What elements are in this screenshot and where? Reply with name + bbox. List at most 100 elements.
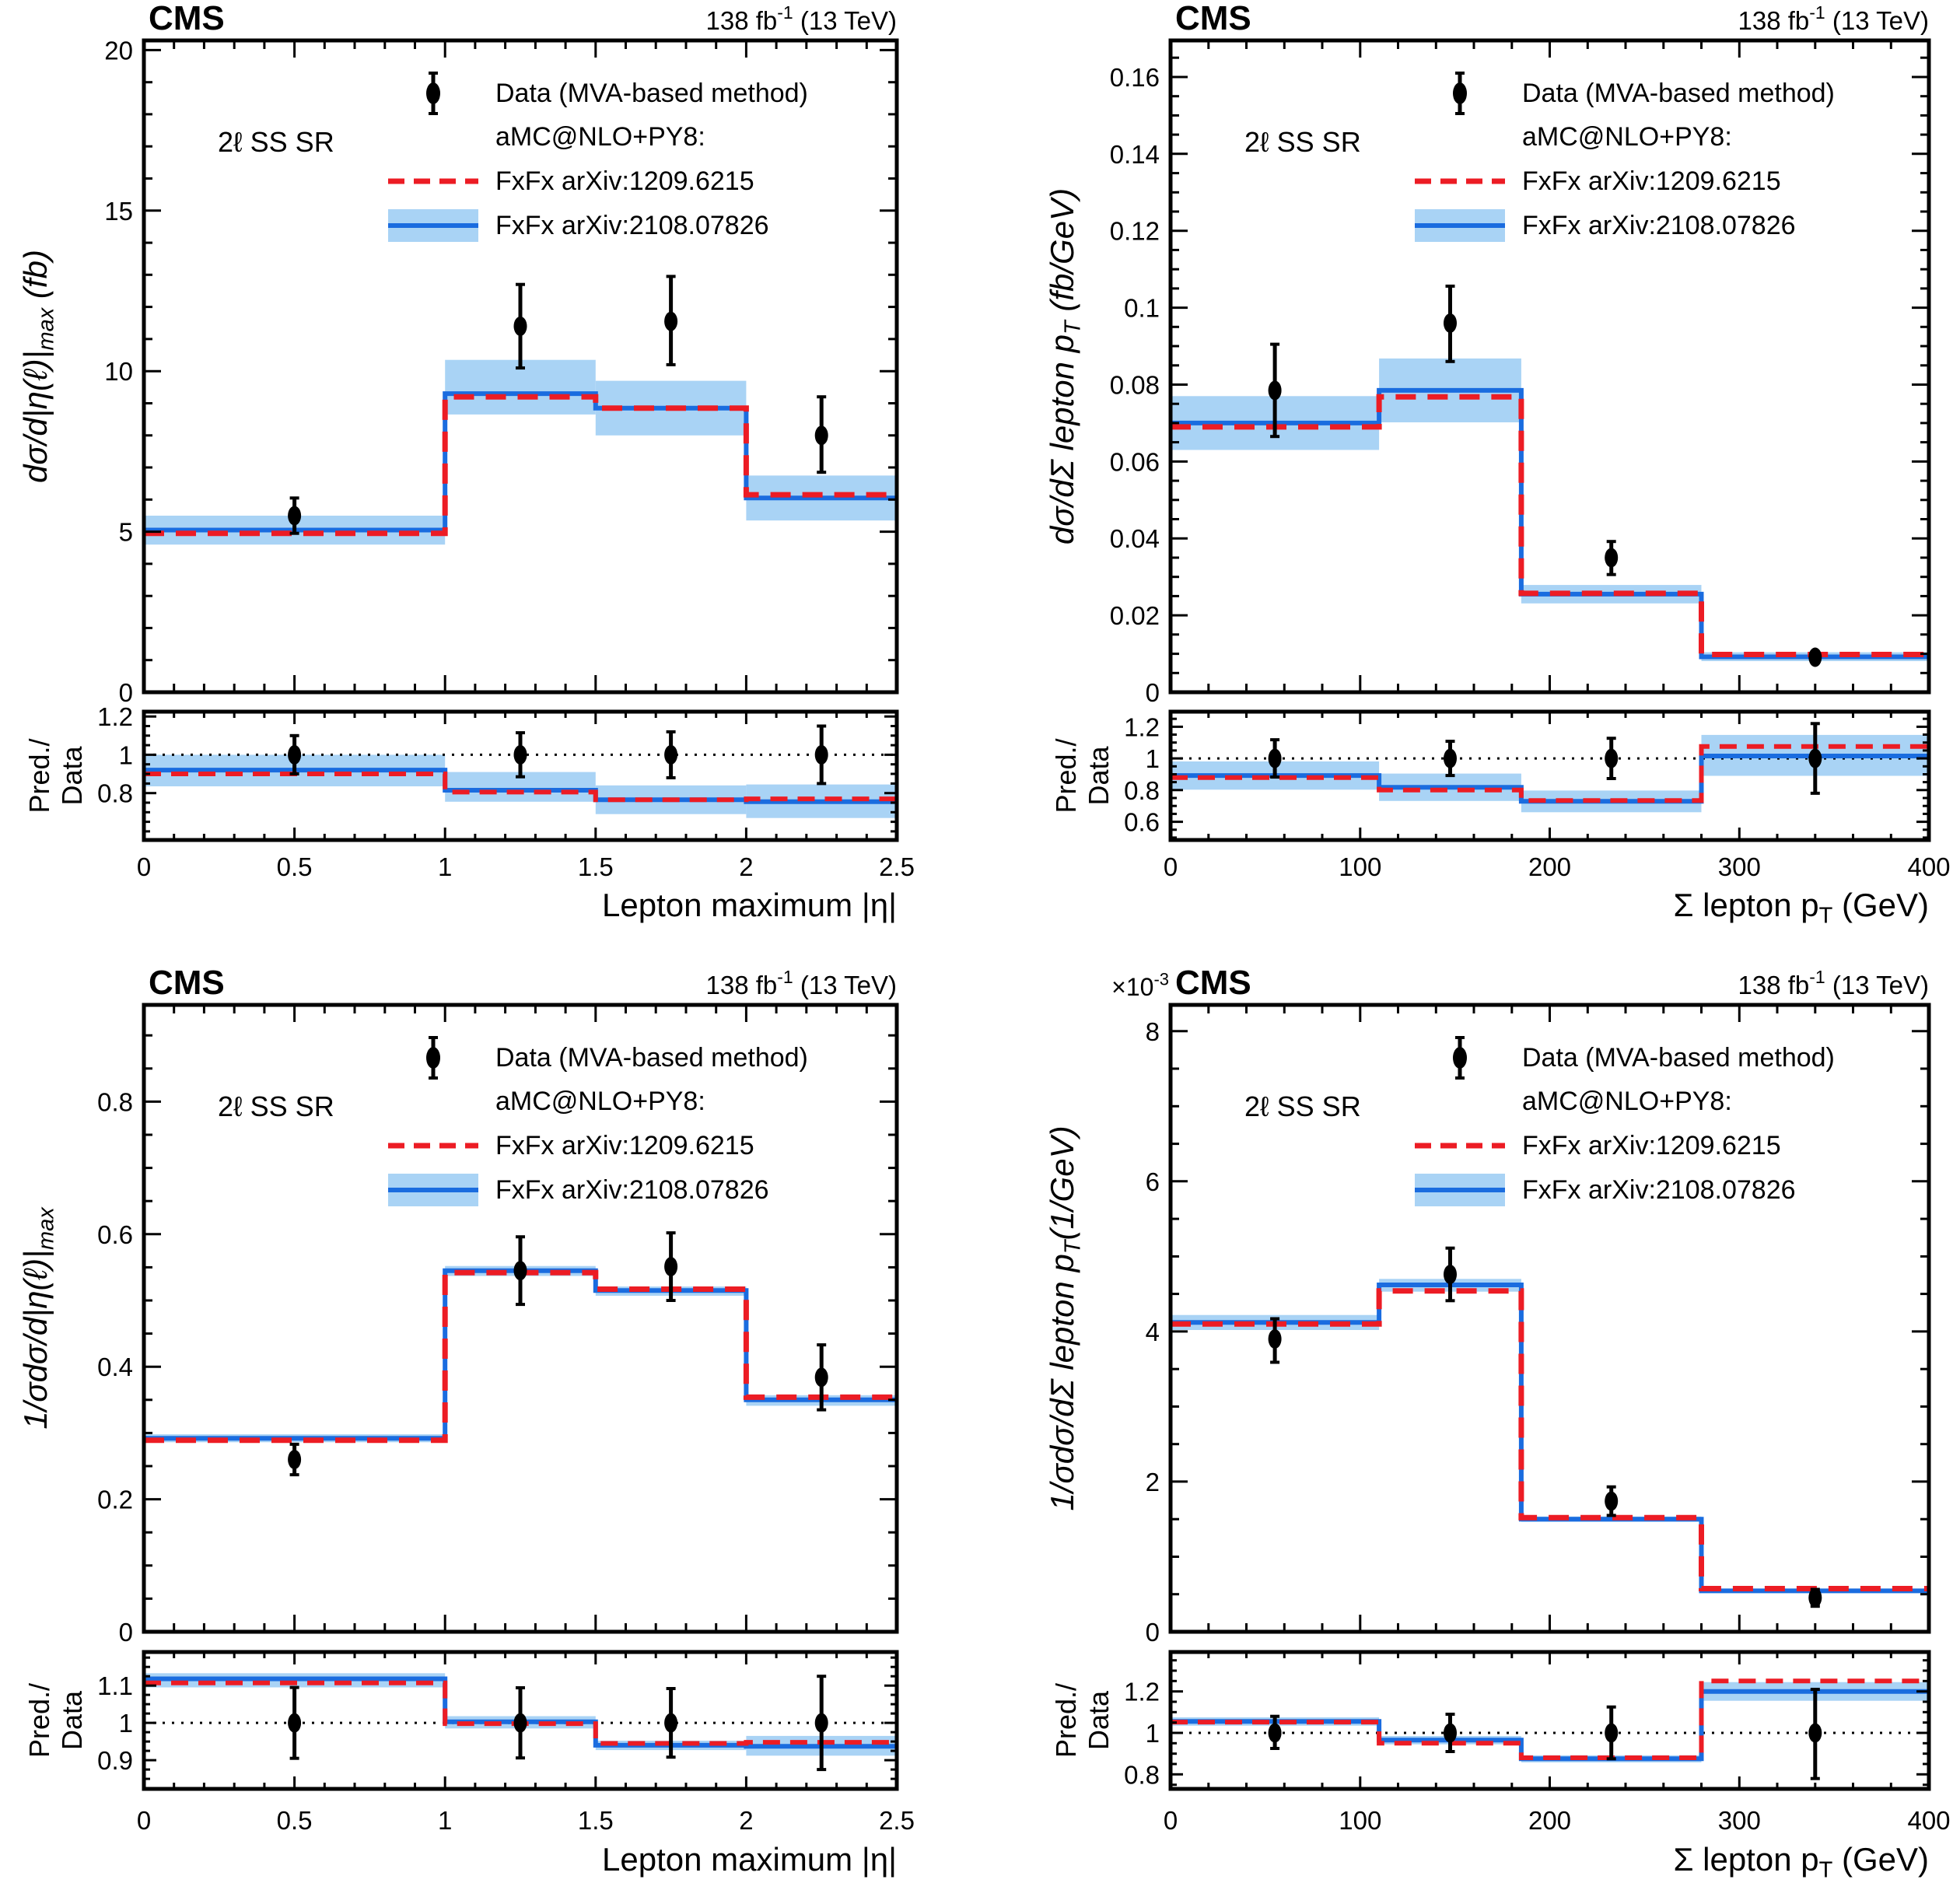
legend-item-fxfx-2108: FxFx arXiv:2108.07826 <box>388 1174 769 1206</box>
legend-label-data: Data (MVA-based method) <box>495 79 808 108</box>
ratio-y-tick-label: 1 <box>119 740 133 769</box>
axis-scale-label: ×10-3 <box>1111 970 1169 1001</box>
x-tick-label: 300 <box>1718 852 1761 881</box>
legend-item-generator: aMC@NLO+PY8: <box>1522 1087 1732 1116</box>
y-tick-label: 0.1 <box>1124 294 1160 323</box>
uncertainty-band <box>144 359 897 545</box>
y-tick-label: 5 <box>119 518 133 547</box>
x-tick-label: 0 <box>137 1806 151 1835</box>
x-tick-label: 1.5 <box>578 852 614 881</box>
data-point <box>1808 1587 1822 1608</box>
data-point <box>1808 647 1822 667</box>
lumi-label: 138 fb-1 (13 TeV) <box>1738 967 1930 999</box>
y-tick-label: 6 <box>1146 1167 1160 1196</box>
data-point <box>1605 540 1619 576</box>
ratio-y-tick-label: 0.8 <box>97 779 133 808</box>
x-tick-label: 100 <box>1339 1806 1381 1835</box>
legend-label-generator: aMC@NLO+PY8: <box>1522 1087 1732 1116</box>
panel-top-right: CMS 138 fb-1 (13 TeV) 0 0.02 0.04 0.06 0.08 0.1… <box>1044 0 1951 928</box>
ratio-y-axis-title-line2: Data <box>56 1690 88 1750</box>
y-axis-title: dσ/dΣ lepton pT (fb/GeV) <box>1044 188 1085 544</box>
x-tick-label: 2.5 <box>879 1806 915 1835</box>
data-point <box>513 1686 527 1760</box>
fxfx-1209-histogram <box>1171 394 1929 657</box>
y-tick-label: 0.06 <box>1110 447 1160 476</box>
data-point <box>814 395 828 474</box>
data-point <box>814 724 828 786</box>
data-point <box>513 1235 527 1307</box>
y-tick-label: 0.02 <box>1110 601 1160 630</box>
data-point <box>513 731 527 779</box>
y-axis-title: 1/σdσ/d|η(ℓ)|max <box>17 1206 58 1430</box>
data-point <box>1808 1688 1822 1780</box>
legend-label-fxfx-1209: FxFx arXiv:1209.6215 <box>495 166 754 196</box>
data-marker-icon <box>1453 1047 1467 1069</box>
axis-ticks <box>1169 40 1930 840</box>
x-tick-label: 0 <box>137 852 151 881</box>
lumi-label: 138 fb-1 (13 TeV) <box>706 967 898 999</box>
data-point <box>1444 284 1457 363</box>
ratio-plot-frame <box>142 1650 899 1791</box>
data-point <box>1444 1713 1457 1753</box>
ratio-y-axis-title-line1: Pred./ <box>1050 1683 1082 1758</box>
uncertainty-band <box>1171 358 1929 661</box>
axis-ticks <box>142 40 898 840</box>
ratio-y-tick-label: 1.1 <box>97 1671 133 1700</box>
x-axis-title: Σ lepton pT (GeV) <box>1674 887 1930 928</box>
data-points <box>288 1231 828 1477</box>
data-point <box>1605 1705 1619 1761</box>
region-label: 2ℓ SS SR <box>1244 126 1361 158</box>
data-point <box>1808 722 1822 795</box>
data-point <box>1268 738 1282 779</box>
legend-item-fxfx-1209: FxFx arXiv:1209.6215 <box>388 1131 754 1160</box>
ratio-y-axis-title-line1: Pred./ <box>23 738 55 813</box>
y-tick-label: 0 <box>1146 1618 1160 1647</box>
x-tick-label: 0 <box>1164 1806 1178 1835</box>
y-tick-label: 0 <box>1146 678 1160 707</box>
data-point <box>664 275 678 366</box>
cms-label: CMS <box>149 964 225 1002</box>
lumi-label: 138 fb-1 (13 TeV) <box>706 2 898 35</box>
legend: Data (MVA-based method) aMC@NLO+PY8: FxFx … <box>1415 1036 1835 1206</box>
ratio-fxfx-1209-histogram <box>1171 744 1929 803</box>
ratio-y-tick-label: 1 <box>119 1709 133 1738</box>
y-tick-label: 0.12 <box>1110 217 1160 246</box>
legend: Data (MVA-based method) aMC@NLO+PY8: FxFx … <box>388 72 808 242</box>
legend-item-fxfx-2108: FxFx arXiv:2108.07826 <box>1415 209 1796 242</box>
x-tick-label: 2 <box>739 1806 753 1835</box>
ratio-y-axis-title-line1: Pred./ <box>1050 738 1082 813</box>
data-points <box>1268 284 1822 667</box>
data-marker-icon <box>426 82 440 104</box>
x-axis-title: Lepton maximum |η| <box>602 1841 897 1878</box>
legend-item-fxfx-2108: FxFx arXiv:2108.07826 <box>1415 1174 1796 1206</box>
x-tick-label: 400 <box>1907 852 1950 881</box>
x-tick-label: 1 <box>438 852 452 881</box>
data-point <box>288 1685 302 1760</box>
legend: Data (MVA-based method) aMC@NLO+PY8: FxFx … <box>388 1036 808 1206</box>
ratio-fxfx-1209-histogram <box>1171 1678 1929 1760</box>
y-axis-title: 1/σdσ/dΣ lepton pT(1/GeV) <box>1044 1125 1085 1510</box>
data-point <box>288 733 302 775</box>
y-axis-title: dσ/d|η(ℓ)|max (fb) <box>17 250 58 483</box>
x-tick-label: 0.5 <box>277 852 313 881</box>
ratio-y-tick-label: 0.9 <box>97 1746 133 1775</box>
legend-label-data: Data (MVA-based method) <box>1522 1043 1835 1073</box>
legend-label-fxfx-1209: FxFx arXiv:1209.6215 <box>495 1131 754 1160</box>
data-point <box>288 496 302 535</box>
data-point <box>1268 342 1282 439</box>
x-tick-label: 2.5 <box>879 852 915 881</box>
y-tick-label: 0.08 <box>1110 371 1160 400</box>
ratio-y-tick-label: 0.8 <box>1124 1760 1160 1789</box>
legend-label-fxfx-2108: FxFx arXiv:2108.07826 <box>1522 211 1796 240</box>
ratio-fxfx-2108-histogram <box>1171 1689 1929 1762</box>
panel-bottom-left: CMS 138 fb-1 (13 TeV) 0 0.2 0.4 0.6 0.8 0.9 1 1.1… <box>17 964 915 1878</box>
legend-label-generator: aMC@NLO+PY8: <box>1522 122 1732 152</box>
legend-item-generator: aMC@NLO+PY8: <box>495 122 705 152</box>
x-tick-label: 1 <box>438 1806 452 1835</box>
legend-item-generator: aMC@NLO+PY8: <box>495 1087 705 1116</box>
y-tick-label: 0.16 <box>1110 63 1160 92</box>
legend-item-fxfx-1209: FxFx arXiv:1209.6215 <box>1415 166 1781 196</box>
ratio-y-tick-label: 0.6 <box>1124 808 1160 837</box>
data-marker-icon <box>1453 82 1467 104</box>
